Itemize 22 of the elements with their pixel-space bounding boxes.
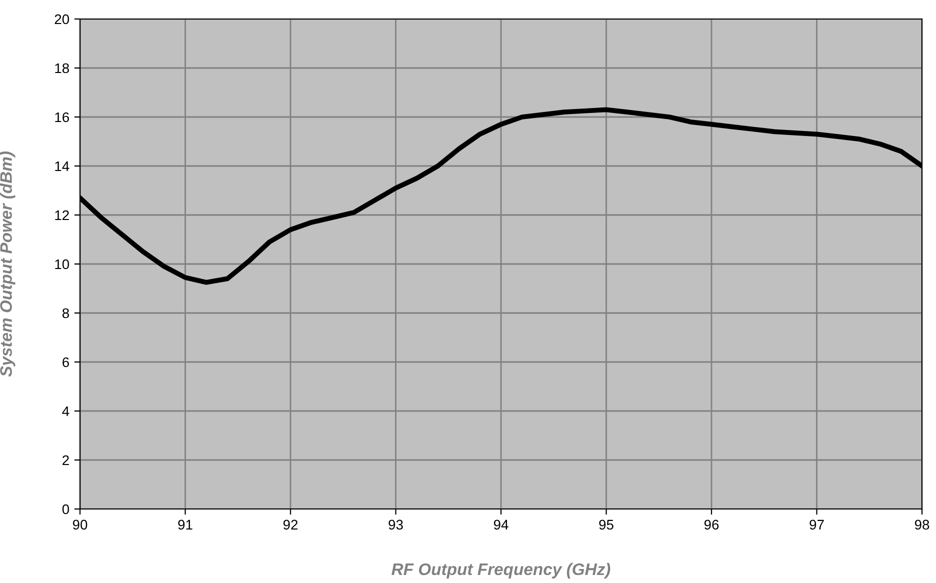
y-tick-label: 14 — [55, 161, 70, 172]
x-tick-label: 94 — [494, 520, 508, 530]
y-tick-label: 18 — [55, 63, 69, 74]
y-tick-label: 6 — [62, 357, 69, 368]
y-tick-label: 8 — [62, 308, 69, 318]
y-tick-label: 20 — [54, 14, 70, 24]
y-tick-label: 12 — [55, 210, 69, 220]
y-tick-label: 10 — [55, 259, 70, 270]
x-tick-label: 92 — [283, 520, 298, 530]
y-tick-label: 16 — [55, 112, 69, 122]
x-tick-label: 90 — [72, 520, 88, 530]
x-tick-label: 97 — [810, 520, 824, 530]
x-tick-label: 93 — [388, 520, 403, 530]
x-axis-title: RF Output Frequency (GHz) — [392, 562, 610, 578]
x-tick-label: 96 — [704, 520, 719, 530]
x-tick-label: 98 — [914, 520, 930, 530]
y-tick-label: 2 — [62, 455, 69, 466]
x-tick-label: 91 — [178, 520, 192, 530]
y-tick-label: 4 — [62, 406, 70, 416]
y-tick-label: 0 — [62, 504, 70, 514]
x-tick-label: 95 — [599, 520, 614, 530]
y-axis-title: System Output Power (dBm) — [0, 152, 16, 377]
